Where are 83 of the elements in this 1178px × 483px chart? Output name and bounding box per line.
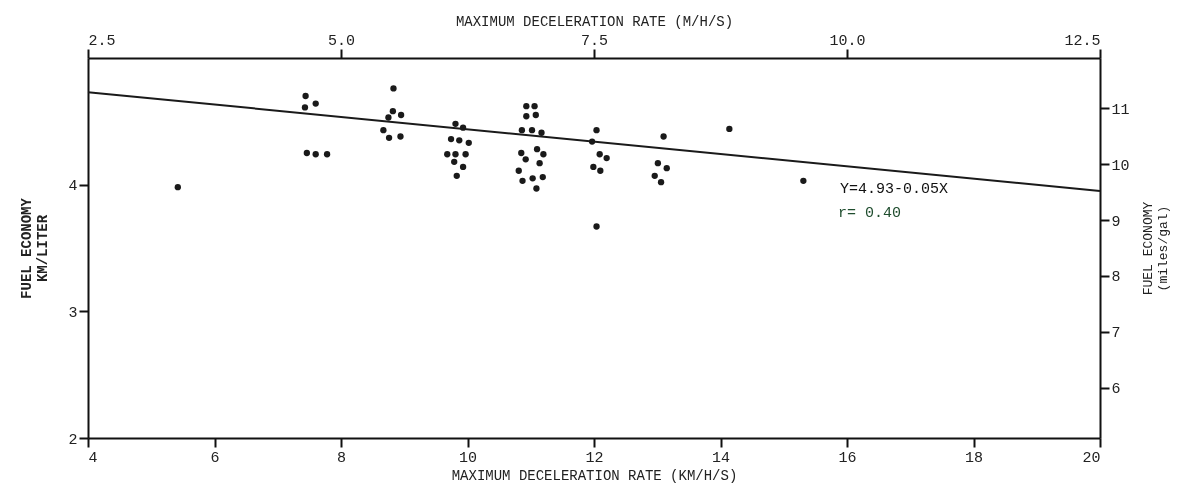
point — [385, 114, 392, 121]
x-tick-label: 10 — [458, 449, 478, 467]
point — [312, 100, 319, 107]
y2-axis-title: FUEL ECONOMY (miles/gal) — [1140, 201, 1171, 296]
point — [303, 149, 311, 157]
point — [593, 223, 600, 230]
point — [522, 156, 529, 163]
y-tick-label: 3 — [68, 304, 78, 322]
x2-tick-label: 5.0 — [327, 32, 356, 50]
point — [523, 113, 530, 120]
y-axis-title: FUEL ECONOMY KM/LITER — [19, 197, 52, 299]
point — [529, 175, 536, 182]
point — [593, 127, 600, 134]
x2-axis-title: MAXIMUM DECELERATION RATE (M/H/S) — [455, 13, 734, 30]
point — [663, 165, 670, 172]
point — [603, 154, 610, 162]
point — [800, 177, 807, 185]
point — [533, 146, 541, 153]
x-tick-label: 8 — [336, 449, 347, 467]
point — [515, 167, 522, 174]
point — [539, 173, 546, 181]
x-tick-label: 4 — [88, 449, 98, 467]
point — [657, 178, 665, 186]
point — [447, 135, 455, 143]
point — [531, 102, 538, 110]
point — [462, 151, 469, 158]
point — [456, 137, 463, 144]
x2-tick-label: 10.0 — [829, 32, 866, 50]
point — [453, 172, 460, 179]
point — [518, 149, 525, 157]
point — [518, 127, 526, 134]
point — [390, 85, 397, 92]
point — [397, 111, 405, 119]
point — [385, 134, 393, 141]
x-tick-label: 18 — [964, 449, 984, 467]
y-tick-label: 4 — [68, 178, 78, 196]
point — [380, 127, 387, 134]
point — [465, 139, 472, 147]
point — [596, 151, 603, 158]
point — [528, 127, 536, 134]
point — [660, 133, 667, 140]
point — [451, 158, 458, 166]
point — [444, 151, 451, 158]
point — [590, 163, 597, 171]
x-axis-title: MAXIMUM DECELERATION RATE (KM/H/S) — [451, 467, 738, 483]
point — [651, 172, 658, 179]
y2-tick-label: 9 — [1111, 213, 1121, 231]
point — [654, 159, 662, 167]
x-tick-label: 6 — [210, 449, 220, 467]
x2-tick-label: 2.5 — [88, 32, 116, 50]
y2-tick-label: 11 — [1111, 101, 1130, 119]
annotation: Y=4.93-0.05X — [840, 181, 949, 198]
x-tick-label: 20 — [1082, 449, 1101, 467]
x-tick-label: 12 — [585, 449, 604, 467]
point — [452, 120, 459, 128]
point — [523, 102, 530, 110]
point — [323, 151, 331, 158]
point — [389, 108, 397, 115]
point — [726, 125, 733, 133]
point — [536, 159, 543, 167]
point — [459, 163, 467, 171]
y2-tick-label: 8 — [1111, 269, 1121, 287]
y2-tick-label: 7 — [1111, 325, 1121, 343]
x-tick-label: 14 — [711, 449, 731, 467]
point — [538, 129, 545, 136]
y2-tick-label: 6 — [1111, 381, 1121, 399]
annotation: r= 0.40 — [838, 205, 902, 222]
point — [397, 133, 404, 140]
point — [533, 185, 540, 192]
point — [302, 92, 309, 100]
point — [532, 111, 539, 119]
x-tick-label: 16 — [838, 449, 857, 467]
point — [452, 151, 459, 158]
point — [540, 151, 547, 158]
x2-tick-label: 12.5 — [1064, 32, 1101, 50]
x2-tick-label: 7.5 — [580, 32, 609, 50]
point — [174, 184, 181, 191]
y2-tick-label: 10 — [1111, 157, 1130, 175]
y-tick-label: 2 — [68, 431, 78, 449]
point — [301, 104, 309, 111]
point — [597, 167, 604, 174]
point — [519, 177, 526, 185]
point — [312, 151, 319, 158]
